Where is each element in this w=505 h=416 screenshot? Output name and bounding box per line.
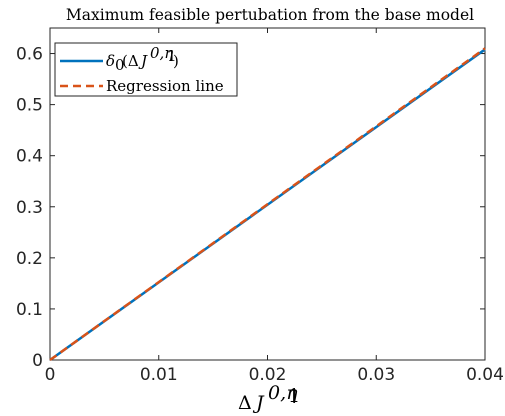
- svg-text:δ: δ: [106, 52, 115, 70]
- x-tick-label: 0: [45, 365, 56, 385]
- series-line-2: [49, 47, 486, 362]
- legend-label-series-2: Regression line: [106, 77, 224, 95]
- legend-label-series-1: δ 0 (Δ J 0,η 1 ): [106, 44, 179, 74]
- y-tick-label: 0.6: [16, 45, 43, 65]
- axis-ticks: 0 0.01 0.02 0.03 0.04 0 0.1 0.2 0.3 0.4 0.5 0.6: [16, 28, 504, 385]
- svg-text:(Δ: (Δ: [122, 52, 139, 70]
- y-tick-label: 0.2: [16, 249, 43, 269]
- chart-title: Maximum feasible pertubation from the ba…: [66, 6, 474, 24]
- y-tick-label: 0.1: [16, 300, 43, 320]
- svg-text:0,η: 0,η: [268, 382, 298, 404]
- x-tick-label: 0.03: [357, 365, 395, 385]
- y-tick-label: 0: [32, 351, 43, 371]
- svg-text:1: 1: [167, 47, 177, 65]
- x-tick-label: 0.01: [140, 365, 178, 385]
- legend-box: [54, 42, 238, 97]
- x-tick-label: 0.02: [249, 365, 287, 385]
- x-axis-label: Δ J 0,η 1: [238, 382, 300, 414]
- series-layer: [49, 47, 486, 362]
- y-tick-label: 0.4: [16, 147, 43, 167]
- y-tick-label: 0.5: [16, 96, 43, 116]
- svg-text:J: J: [252, 392, 265, 414]
- svg-text:J: J: [138, 52, 148, 70]
- legend: δ 0 (Δ J 0,η 1 ) Regression line: [54, 42, 238, 97]
- svg-text:): ): [173, 52, 179, 70]
- svg-text:0: 0: [115, 56, 125, 74]
- svg-text:Δ: Δ: [238, 392, 252, 414]
- x-tick-label: 0.04: [466, 365, 504, 385]
- y-tick-label: 0.3: [16, 198, 43, 218]
- svg-text:1: 1: [288, 385, 300, 407]
- svg-text:0,η: 0,η: [150, 44, 173, 62]
